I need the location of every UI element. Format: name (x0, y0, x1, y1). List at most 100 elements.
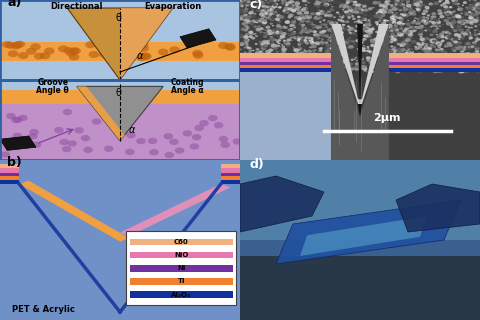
Circle shape (266, 67, 269, 69)
Circle shape (286, 63, 288, 65)
Circle shape (262, 3, 265, 5)
Circle shape (246, 30, 250, 33)
Circle shape (440, 51, 442, 52)
Circle shape (289, 28, 293, 30)
Circle shape (302, 28, 306, 31)
Circle shape (431, 16, 436, 19)
Circle shape (465, 53, 469, 56)
Circle shape (240, 15, 244, 18)
Polygon shape (357, 24, 363, 104)
Circle shape (300, 57, 303, 59)
Circle shape (401, 63, 406, 67)
Circle shape (366, 56, 371, 60)
Circle shape (406, 2, 409, 4)
Circle shape (336, 51, 340, 54)
Circle shape (339, 27, 344, 29)
Circle shape (288, 8, 290, 10)
Circle shape (380, 13, 385, 17)
Circle shape (458, 34, 461, 36)
Circle shape (339, 4, 345, 7)
Circle shape (432, 30, 436, 33)
Circle shape (275, 50, 278, 52)
Circle shape (398, 20, 403, 23)
Circle shape (248, 70, 252, 73)
Circle shape (440, 15, 444, 18)
Circle shape (312, 30, 316, 33)
Circle shape (256, 48, 260, 51)
Circle shape (243, 22, 246, 24)
Circle shape (265, 26, 270, 29)
Circle shape (423, 9, 429, 13)
Circle shape (362, 28, 366, 31)
Circle shape (475, 5, 477, 7)
Circle shape (451, 16, 456, 20)
Circle shape (412, 28, 417, 32)
Circle shape (427, 59, 432, 62)
Circle shape (299, 47, 301, 49)
Polygon shape (358, 104, 362, 117)
Circle shape (445, 65, 448, 67)
Circle shape (304, 20, 307, 21)
Circle shape (366, 35, 372, 38)
Circle shape (375, 12, 379, 14)
Circle shape (267, 30, 272, 33)
Circle shape (437, 35, 439, 36)
Circle shape (407, 57, 411, 60)
Circle shape (473, 20, 479, 23)
Circle shape (345, 13, 350, 16)
Circle shape (257, 20, 262, 22)
Circle shape (305, 11, 309, 14)
Circle shape (335, 22, 337, 24)
Polygon shape (77, 86, 163, 141)
Circle shape (303, 60, 307, 63)
Circle shape (377, 11, 383, 14)
Circle shape (403, 10, 406, 12)
Circle shape (377, 41, 381, 44)
Circle shape (370, 18, 372, 19)
Circle shape (474, 33, 479, 36)
Circle shape (261, 10, 265, 13)
Circle shape (288, 28, 292, 32)
Circle shape (404, 47, 407, 49)
Circle shape (397, 62, 399, 64)
Circle shape (329, 4, 332, 5)
Circle shape (323, 23, 328, 26)
Circle shape (288, 33, 292, 36)
Circle shape (303, 31, 306, 33)
Circle shape (379, 9, 384, 12)
Circle shape (406, 38, 410, 41)
Circle shape (426, 7, 430, 9)
Circle shape (257, 25, 261, 28)
Circle shape (378, 53, 383, 56)
Circle shape (331, 45, 334, 47)
Circle shape (337, 51, 339, 53)
Circle shape (444, 9, 446, 11)
Circle shape (431, 22, 434, 23)
Circle shape (362, 59, 364, 60)
Circle shape (348, 15, 351, 18)
Circle shape (407, 70, 409, 71)
Circle shape (324, 4, 328, 7)
Circle shape (271, 10, 274, 12)
Circle shape (418, 56, 423, 60)
Circle shape (388, 50, 394, 53)
Circle shape (257, 59, 260, 60)
Circle shape (392, 7, 397, 11)
Circle shape (404, 30, 406, 31)
Circle shape (347, 28, 351, 31)
Circle shape (424, 4, 426, 5)
Circle shape (369, 51, 373, 53)
Circle shape (428, 64, 433, 68)
Circle shape (368, 60, 374, 64)
Circle shape (321, 0, 326, 3)
Circle shape (457, 65, 460, 67)
Circle shape (323, 10, 327, 13)
Circle shape (278, 27, 280, 28)
Circle shape (424, 55, 428, 57)
Circle shape (366, 0, 370, 2)
Circle shape (434, 30, 436, 31)
Circle shape (296, 8, 298, 10)
Text: Al₂O₃: Al₂O₃ (171, 292, 191, 298)
Circle shape (357, 68, 360, 70)
Circle shape (408, 65, 411, 67)
